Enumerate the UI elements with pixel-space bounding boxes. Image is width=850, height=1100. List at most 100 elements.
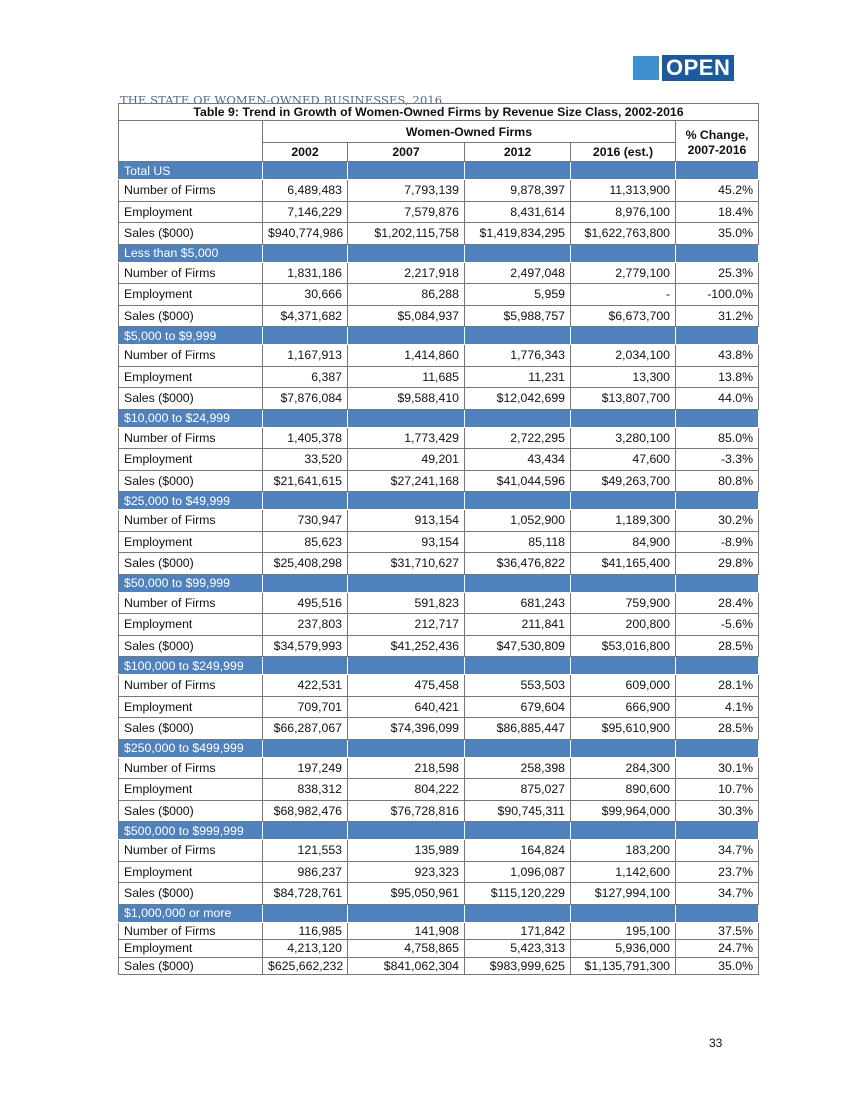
- value-cell: 84,900: [570, 530, 676, 553]
- section-header-row: $50,000 to $99,999: [118, 573, 760, 593]
- value-cell: $12,042,699: [464, 387, 571, 410]
- section-header-cell: [674, 903, 760, 923]
- value-cell: $1,202,115,758: [347, 222, 465, 245]
- section-header-row: Less than $5,000: [118, 243, 760, 263]
- table-row: Employment 986,237 923,323 1,096,087 1,142,6…: [118, 860, 760, 883]
- section-header-row: $500,000 to $999,999: [118, 821, 760, 840]
- value-cell: $68,982,476: [262, 799, 348, 822]
- pct-change-cell: 45.2%: [674, 179, 760, 202]
- value-cell: $49,263,700: [570, 469, 676, 492]
- row-label: Employment: [118, 613, 263, 636]
- value-cell: $841,062,304: [347, 956, 465, 975]
- value-cell: $47,530,809: [464, 634, 571, 657]
- row-label: Sales ($000): [118, 882, 263, 905]
- value-cell: 6,387: [262, 365, 348, 388]
- section-header-cell: [347, 738, 465, 758]
- value-cell: 33,520: [262, 448, 348, 471]
- value-cell: 730,947: [262, 509, 348, 532]
- pct-change-cell: 29.8%: [674, 552, 760, 575]
- table-row: Sales ($000) $25,408,298 $31,710,627 $36,47…: [118, 552, 760, 575]
- value-cell: $625,662,232: [262, 956, 348, 975]
- value-cell: $74,396,099: [347, 717, 465, 740]
- value-cell: 237,803: [262, 613, 348, 636]
- pct-change-cell: 35.0%: [674, 222, 760, 245]
- pct-change-header: % Change, 2007-2016: [674, 120, 760, 162]
- value-cell: 183,200: [570, 839, 676, 862]
- value-cell: 709,701: [262, 695, 348, 718]
- table-row: Number of Firms 1,167,913 1,414,860 1,776,3…: [118, 344, 760, 367]
- section-header-cell: [262, 903, 348, 923]
- row-label: Sales ($000): [118, 304, 263, 327]
- value-cell: 3,280,100: [570, 426, 676, 449]
- value-cell: $36,476,822: [464, 552, 571, 575]
- value-cell: $9,588,410: [347, 387, 465, 410]
- value-cell: 7,146,229: [262, 200, 348, 223]
- year-header: 2007: [347, 142, 465, 162]
- section-header-cell: [464, 326, 571, 345]
- pct-change-cell: 43.8%: [674, 344, 760, 367]
- section-header-cell: [674, 161, 760, 180]
- section-header-row: $25,000 to $49,999: [118, 491, 760, 510]
- section-header-row: $1,000,000 or more: [118, 903, 760, 923]
- value-cell: $66,287,067: [262, 717, 348, 740]
- row-label: Number of Firms: [118, 344, 263, 367]
- value-cell: $13,807,700: [570, 387, 676, 410]
- section-header-cell: [674, 243, 760, 263]
- value-cell: 913,154: [347, 509, 465, 532]
- pct-change-cell: 10.7%: [674, 778, 760, 801]
- value-cell: 212,717: [347, 613, 465, 636]
- section-header-cell: [262, 161, 348, 180]
- value-cell: $86,885,447: [464, 717, 571, 740]
- section-header-cell: [262, 573, 348, 593]
- table-title: Table 9: Trend in Growth of Women-Owned …: [117, 103, 760, 121]
- row-label: Sales ($000): [118, 634, 263, 657]
- value-cell: 11,685: [347, 365, 465, 388]
- pct-change-cell: -100.0%: [674, 283, 760, 306]
- value-cell: -: [570, 283, 676, 306]
- value-cell: 890,600: [570, 778, 676, 801]
- section-header-cell: [347, 573, 465, 593]
- value-cell: 171,842: [464, 921, 571, 940]
- table-row: Number of Firms 6,489,483 7,793,139 9,878,3…: [118, 179, 760, 202]
- section-header-cell: [570, 903, 676, 923]
- row-label: Sales ($000): [118, 799, 263, 822]
- table-row: Sales ($000) $21,641,615 $27,241,168 $41,04…: [118, 469, 760, 492]
- value-cell: $1,622,763,800: [570, 222, 676, 245]
- value-cell: 1,776,343: [464, 344, 571, 367]
- value-cell: $5,988,757: [464, 304, 571, 327]
- value-cell: 43,434: [464, 448, 571, 471]
- row-label: Number of Firms: [118, 839, 263, 862]
- section-header-cell: [464, 738, 571, 758]
- section-header-row: $10,000 to $24,999: [118, 408, 760, 428]
- row-label: Number of Firms: [118, 261, 263, 284]
- pct-change-header-line2: 2007-2016: [687, 142, 747, 157]
- section-header-row: $100,000 to $249,999: [118, 656, 760, 675]
- row-label: Sales ($000): [118, 956, 263, 975]
- value-cell: 49,201: [347, 448, 465, 471]
- value-cell: 85,118: [464, 530, 571, 553]
- row-label: Sales ($000): [118, 552, 263, 575]
- section-header-cell: [262, 738, 348, 758]
- value-cell: 495,516: [262, 591, 348, 614]
- section-header-cell: [347, 491, 465, 510]
- value-cell: 1,052,900: [464, 509, 571, 532]
- value-cell: 11,231: [464, 365, 571, 388]
- table-row: Employment 6,387 11,685 11,231 13,300 13.8%: [118, 365, 760, 388]
- value-cell: 2,034,100: [570, 344, 676, 367]
- value-cell: 679,604: [464, 695, 571, 718]
- value-cell: 121,553: [262, 839, 348, 862]
- value-cell: 923,323: [347, 860, 465, 883]
- pct-change-cell: 4.1%: [674, 695, 760, 718]
- value-cell: 200,800: [570, 613, 676, 636]
- page-number: 33: [709, 1036, 723, 1050]
- value-cell: 5,423,313: [464, 939, 571, 958]
- pct-change-cell: 28.4%: [674, 591, 760, 614]
- section-header-cell: [262, 326, 348, 345]
- section-header-cell: [347, 243, 465, 263]
- section-header-cell: [347, 821, 465, 840]
- value-cell: $21,641,615: [262, 469, 348, 492]
- value-cell: $95,610,900: [570, 717, 676, 740]
- table-row: Number of Firms 495,516 591,823 681,243 759,…: [118, 591, 760, 614]
- row-label: Number of Firms: [118, 674, 263, 697]
- label-header: [118, 120, 263, 162]
